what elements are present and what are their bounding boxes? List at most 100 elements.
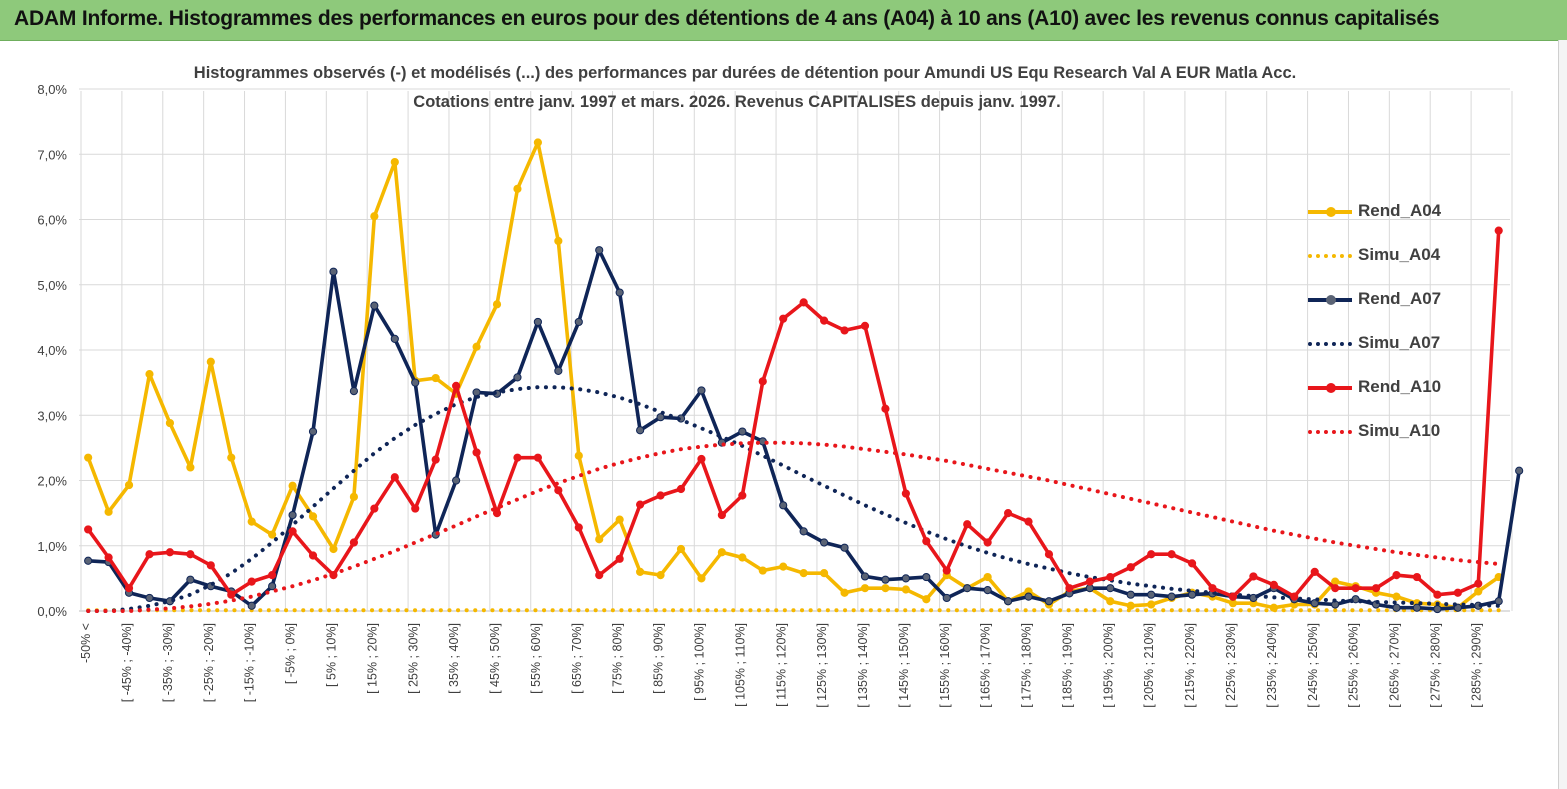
- x-tick-label: [ 265% ; 270%]: [1388, 623, 1402, 708]
- data-point-rend_a10: [963, 520, 972, 529]
- x-tick-label: [ 55% ; 60%]: [529, 623, 543, 694]
- data-point-rend_a10: [1085, 577, 1094, 586]
- data-point-rend_a10: [656, 491, 665, 500]
- data-point-rend_a10: [942, 566, 951, 575]
- data-point-rend_a10: [186, 550, 195, 559]
- data-point-rend_a10: [758, 377, 767, 386]
- x-tick-label: [ 115% ; 120%]: [774, 623, 788, 707]
- y-tick-label: 1,0%: [37, 539, 67, 554]
- x-tick-label: [ 15% ; 20%]: [365, 623, 379, 694]
- data-point-rend_a07: [1167, 592, 1176, 601]
- data-point-rend_a07: [901, 574, 910, 583]
- x-tick-label: [ 185% ; 190%]: [1060, 623, 1074, 708]
- data-point-rend_a10: [1494, 226, 1503, 235]
- data-point-rend_a10: [1126, 563, 1135, 572]
- data-point-rend_a10: [1371, 584, 1381, 593]
- report-title: ADAM Informe. Histogrammes des performan…: [14, 7, 1440, 30]
- data-point-rend_a07: [452, 476, 461, 485]
- data-point-rend_a10: [860, 321, 870, 330]
- data-point-rend_a10: [1310, 567, 1319, 576]
- data-point-rend_a10: [799, 298, 808, 307]
- legend-item-rend_a04: Rend_A04: [1308, 199, 1508, 225]
- x-tick-label: [ 175% ; 180%]: [1020, 623, 1034, 708]
- data-point-rend_a04: [186, 463, 195, 472]
- data-point-rend_a10: [840, 326, 849, 335]
- x-tick-label: [ -5% ; 0%]: [284, 623, 298, 684]
- legend-swatch: [1308, 430, 1352, 434]
- data-point-rend_a04: [1126, 601, 1135, 610]
- data-point-rend_a07: [840, 543, 849, 552]
- x-tick-label: [ 85% ; 90%]: [652, 623, 666, 694]
- y-tick-label: 5,0%: [37, 278, 67, 293]
- legend-marker: [1326, 383, 1336, 393]
- data-point-rend_a10: [411, 504, 420, 513]
- data-point-rend_a10: [308, 551, 318, 560]
- data-point-rend_a04: [758, 566, 767, 575]
- chart-title-line-2: Cotations entre janv. 1997 et mars. 2026…: [413, 93, 1060, 111]
- data-point-rend_a10: [1392, 571, 1401, 580]
- data-point-rend_a10: [697, 454, 706, 464]
- data-point-rend_a04: [1474, 587, 1483, 596]
- data-point-rend_a10: [431, 455, 440, 464]
- data-point-rend_a04: [513, 184, 522, 193]
- data-point-rend_a07: [288, 510, 297, 520]
- data-point-rend_a10: [268, 571, 277, 580]
- data-point-rend_a04: [145, 370, 154, 379]
- data-point-rend_a04: [1147, 600, 1156, 609]
- data-point-rend_a07: [799, 527, 808, 536]
- data-point-rend_a07: [881, 575, 890, 584]
- data-point-rend_a07: [656, 413, 665, 422]
- data-point-rend_a07: [636, 426, 645, 435]
- legend-marker: [1326, 295, 1336, 305]
- x-tick-label: [ 45% ; 50%]: [488, 623, 502, 694]
- x-tick-label: [ 165% ; 170%]: [979, 623, 993, 708]
- data-point-rend_a07: [1187, 590, 1197, 599]
- data-point-rend_a07: [268, 582, 277, 591]
- data-point-rend_a04: [1392, 592, 1401, 601]
- data-point-rend_a10: [983, 538, 992, 547]
- data-point-rend_a04: [738, 553, 747, 562]
- data-point-rend_a04: [799, 569, 808, 578]
- data-point-rend_a10: [124, 584, 134, 593]
- x-tick-label: [ 195% ; 200%]: [1101, 623, 1115, 708]
- legend-item-simu_a04: Simu_A04: [1308, 243, 1508, 269]
- report-header: ADAM Informe. Histogrammes des performan…: [0, 0, 1567, 41]
- data-point-rend_a07: [513, 373, 522, 382]
- data-point-rend_a10: [922, 537, 931, 546]
- x-tick-label: [ 95% ; 100%]: [692, 623, 706, 701]
- data-point-rend_a04: [656, 571, 665, 580]
- data-point-rend_a10: [492, 509, 502, 518]
- data-point-rend_a07: [1106, 584, 1115, 593]
- data-point-rend_a04: [308, 512, 318, 521]
- data-point-rend_a04: [554, 236, 563, 246]
- data-point-rend_a07: [308, 427, 318, 436]
- x-tick-label: [ 245% ; 250%]: [1306, 623, 1320, 708]
- data-point-rend_a10: [1228, 592, 1238, 601]
- data-point-rend_a10: [533, 453, 542, 462]
- data-point-rend_a10: [1187, 559, 1197, 568]
- y-tick-label: 2,0%: [37, 474, 67, 489]
- data-point-rend_a10: [1147, 550, 1156, 559]
- data-point-rend_a07: [1494, 597, 1503, 606]
- data-point-rend_a04: [922, 595, 931, 604]
- data-point-rend_a10: [145, 550, 154, 559]
- data-point-rend_a10: [288, 527, 297, 536]
- data-point-rend_a07: [1412, 603, 1422, 612]
- data-point-rend_a10: [247, 577, 256, 586]
- data-point-rend_a04: [840, 588, 849, 597]
- x-tick-label: [ 155% ; 160%]: [938, 623, 952, 708]
- data-point-rend_a07: [819, 538, 829, 547]
- data-point-rend_a10: [1351, 584, 1360, 593]
- series-line-rend_a04: [86, 140, 1501, 610]
- x-tick-label: [ 285% ; 290%]: [1469, 623, 1483, 708]
- x-tick-label: [ 5% ; 10%]: [325, 623, 339, 687]
- data-point-rend_a04: [288, 481, 297, 490]
- data-point-rend_a07: [1024, 592, 1033, 601]
- data-point-rend_a07: [554, 366, 563, 375]
- data-point-rend_a10: [1208, 584, 1217, 593]
- data-point-rend_a04: [390, 157, 399, 167]
- x-tick-label: -50% <: [79, 623, 93, 663]
- data-point-rend_a07: [983, 586, 992, 595]
- data-point-rend_a10: [1474, 579, 1483, 588]
- data-point-rend_a10: [738, 491, 747, 500]
